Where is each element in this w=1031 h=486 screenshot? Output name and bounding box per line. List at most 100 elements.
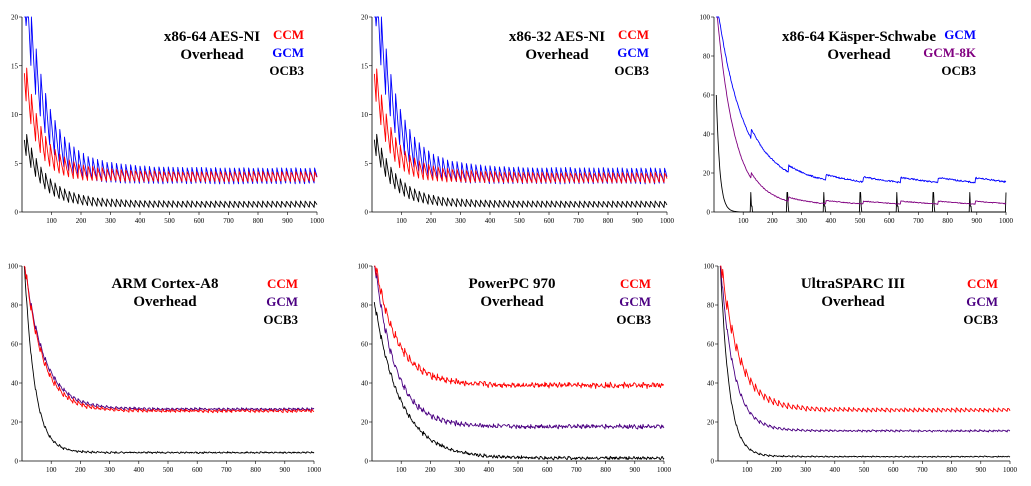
y-tick-label: 20 [707, 419, 715, 427]
chart-title-line: Overhead [827, 47, 891, 63]
x-tick-label: 700 [573, 217, 584, 225]
chart-title-line: Overhead [133, 294, 197, 310]
x-tick-label: 200 [425, 466, 436, 474]
x-tick-label: 300 [796, 217, 807, 225]
chart-title-line: x86-32 AES-NI [509, 29, 605, 45]
series-line-gcm-8k [716, 16, 1007, 205]
legend-entry-ocb3: OCB3 [941, 63, 976, 78]
x-tick-label: 600 [194, 217, 205, 225]
series-line-gcm [23, 265, 315, 412]
legend-entry-ocb3: OCB3 [963, 312, 998, 327]
y-tick-label: 80 [361, 302, 369, 310]
y-tick-label: 60 [11, 341, 19, 349]
x-tick-label: 800 [603, 217, 614, 225]
x-tick-label: 500 [855, 217, 866, 225]
x-tick-label: 400 [826, 217, 837, 225]
y-tick-label: 15 [361, 62, 369, 70]
chart-panel-5: 0 20 40 60 80 100 100 200 300 400 500 600 700 800 900 1… [358, 263, 672, 475]
x-tick-label: 700 [913, 217, 924, 225]
series-line-gcm [719, 265, 1011, 433]
y-tick-label: 0 [365, 209, 369, 217]
series-line-ocb3 [23, 134, 318, 208]
y-tick-label: 100 [700, 14, 711, 22]
x-tick-label: 300 [105, 217, 116, 225]
chart-title-line: Overhead [525, 47, 589, 63]
legend-entry-gcm: GCM [944, 27, 976, 42]
y-tick-label: 100 [704, 263, 715, 271]
series-line-ocb3 [23, 265, 315, 455]
x-tick-label: 900 [632, 217, 643, 225]
legend-entry-gcm: GCM [272, 45, 304, 60]
series-line-ccm [23, 67, 318, 183]
legend-entry-gcm: GCM [266, 294, 298, 309]
legend-entry-ccm: CCM [967, 276, 998, 291]
x-tick-label: 600 [542, 466, 553, 474]
y-tick-label: 10 [11, 111, 19, 119]
chart-panel-6: 0 20 40 60 80 100 100 200 300 400 500 600 700 800 900 1… [704, 263, 1018, 475]
x-tick-label: 900 [976, 466, 987, 474]
y-tick-label: 40 [361, 380, 369, 388]
x-tick-label: 1000 [660, 217, 675, 225]
x-tick-label: 300 [454, 466, 465, 474]
chart-title-line: UltraSPARC III [801, 276, 905, 292]
y-tick-label: 20 [11, 419, 19, 427]
x-tick-label: 600 [888, 466, 899, 474]
legend-entry-ccm: CCM [267, 276, 298, 291]
legend-entry-gcm: GCM [966, 294, 998, 309]
chart-panel-3: 0 20 40 60 80 100 100 200 300 400 500 600 700 800 900 1… [700, 14, 1014, 226]
legend-entry-ocb3: OCB3 [616, 312, 651, 327]
chart-title-line: x86-64 AES-NI [164, 29, 260, 45]
x-tick-label: 900 [280, 466, 291, 474]
series-line-ccm [374, 265, 665, 389]
y-tick-label: 80 [703, 53, 711, 61]
chart-panel-2: 0 5 10 15 20 100 200 300 400 500 600 700 800 900 1000 x… [361, 14, 675, 226]
x-tick-label: 100 [738, 217, 749, 225]
y-tick-label: 20 [361, 419, 369, 427]
x-tick-label: 1000 [307, 466, 322, 474]
x-tick-label: 400 [485, 217, 496, 225]
x-tick-label: 1000 [657, 466, 672, 474]
x-tick-label: 800 [253, 217, 264, 225]
series-line-gcm [716, 16, 1007, 184]
x-tick-label: 500 [514, 217, 525, 225]
y-tick-label: 20 [11, 14, 19, 22]
legend-entry-ocb3: OCB3 [269, 63, 304, 78]
x-tick-label: 100 [396, 466, 407, 474]
x-tick-label: 500 [163, 466, 174, 474]
y-tick-label: 0 [365, 458, 369, 466]
x-tick-label: 300 [800, 466, 811, 474]
x-tick-label: 400 [484, 466, 495, 474]
x-tick-label: 200 [76, 217, 87, 225]
x-tick-label: 200 [426, 217, 437, 225]
series-line-gcm [374, 16, 668, 185]
x-tick-label: 100 [742, 466, 753, 474]
x-tick-label: 200 [75, 466, 86, 474]
chart-title-line: Overhead [180, 47, 244, 63]
x-tick-label: 500 [859, 466, 870, 474]
series-line-ocb3 [715, 94, 1007, 213]
x-tick-label: 700 [221, 466, 232, 474]
series-line-ocb3 [719, 265, 1011, 458]
chart-title-line: ARM Cortex-A8 [111, 276, 218, 292]
chart-panel-4: 0 20 40 60 80 100 100 200 300 400 500 600 700 800 900 1… [8, 263, 322, 475]
x-tick-label: 800 [600, 466, 611, 474]
chart-panel-1: 0 5 10 15 20 100 200 300 400 500 600 700 800 900 1000 x… [11, 14, 325, 226]
y-tick-label: 40 [703, 131, 711, 139]
x-tick-label: 1000 [1003, 466, 1018, 474]
legend-entry-gcm-8k: GCM-8K [923, 45, 977, 60]
y-tick-label: 80 [11, 302, 19, 310]
x-tick-label: 700 [223, 217, 234, 225]
x-tick-label: 600 [544, 217, 555, 225]
legend-entry-gcm: GCM [619, 294, 651, 309]
x-tick-label: 500 [513, 466, 524, 474]
y-tick-label: 5 [365, 160, 369, 168]
y-tick-label: 100 [358, 263, 369, 271]
y-tick-label: 20 [703, 170, 711, 178]
x-tick-label: 1000 [310, 217, 325, 225]
y-tick-label: 0 [15, 209, 19, 217]
y-tick-label: 10 [361, 111, 369, 119]
chart-title-line: Overhead [821, 294, 885, 310]
x-tick-label: 900 [972, 217, 983, 225]
y-tick-label: 5 [15, 160, 19, 168]
